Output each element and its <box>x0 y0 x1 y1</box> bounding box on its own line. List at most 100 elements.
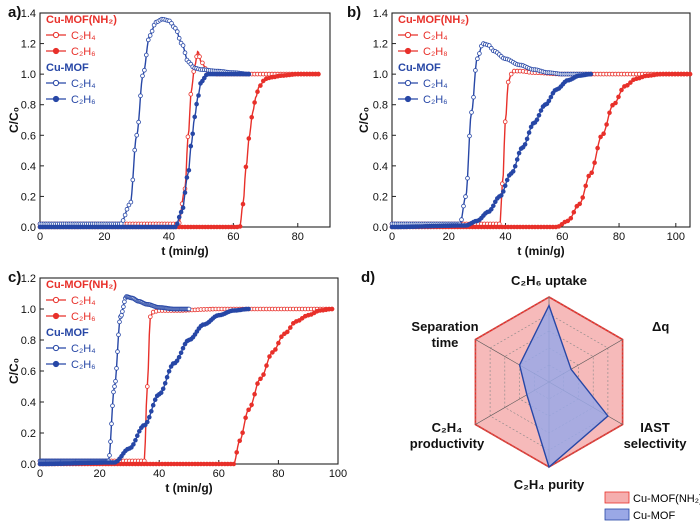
data-point <box>255 89 260 94</box>
data-point <box>559 222 565 227</box>
data-point <box>176 35 182 41</box>
data-point <box>625 83 630 88</box>
data-point <box>270 350 275 355</box>
series-Cu-MOF-C₂H₆ <box>389 71 593 230</box>
legend-marker <box>52 296 60 304</box>
radar-axis-label: IAST <box>640 420 670 435</box>
data-point <box>240 430 245 436</box>
legend-entry: Cu-MOF(NH₂) <box>633 493 700 505</box>
data-point <box>133 437 138 443</box>
data-point <box>149 28 155 34</box>
data-point <box>619 87 624 93</box>
data-point <box>276 340 281 346</box>
data-point <box>556 224 562 229</box>
data-point <box>122 212 128 218</box>
data-point <box>473 68 478 73</box>
y-tick-label: 0.4 <box>373 161 388 173</box>
data-point <box>249 402 254 408</box>
data-point <box>140 73 145 79</box>
legend-swatch <box>604 491 630 504</box>
legend-marker <box>52 344 60 352</box>
data-point <box>175 29 180 34</box>
data-point <box>147 414 152 420</box>
data-point <box>589 170 594 176</box>
data-point <box>186 168 192 173</box>
x-tick-label: 60 <box>213 468 225 480</box>
data-point <box>122 299 127 305</box>
y-tick-label: 0.4 <box>21 397 36 409</box>
data-point <box>607 110 612 116</box>
data-point <box>246 407 251 413</box>
y-axis-title: C/C₀ <box>7 358 21 384</box>
panel-label: b) <box>347 4 361 21</box>
data-point <box>130 177 136 183</box>
data-point <box>284 329 290 335</box>
y-tick-label: 1.0 <box>373 69 388 81</box>
data-point <box>469 110 474 115</box>
data-point <box>571 209 577 215</box>
data-point <box>516 150 522 156</box>
y-tick-label: 1.2 <box>21 39 36 51</box>
data-point <box>598 134 603 140</box>
data-point <box>616 94 621 100</box>
legend-entry: C₂H₆ <box>71 94 96 106</box>
radar-series-cu-mof <box>518 303 609 469</box>
data-point <box>111 389 116 395</box>
data-point <box>477 51 482 56</box>
data-point <box>524 136 530 142</box>
y-tick-label: 0.2 <box>21 428 36 440</box>
data-point <box>592 160 597 166</box>
legend-marker <box>52 79 60 87</box>
data-point <box>586 173 591 179</box>
legend-group-title: Cu-MOF <box>46 62 89 74</box>
data-point <box>613 100 618 106</box>
y-tick-label: 0.2 <box>373 191 388 203</box>
data-point <box>610 102 615 108</box>
y-tick-label: 0.6 <box>21 366 36 378</box>
data-point <box>258 83 263 88</box>
data-point <box>134 133 140 138</box>
data-point <box>169 20 174 26</box>
data-point <box>508 71 514 77</box>
data-point <box>188 143 194 149</box>
data-point <box>182 50 188 55</box>
data-point <box>234 450 240 455</box>
chart-panel-2: c) 0 20 40 60 80 100 0.0 0.2 0.4 0.6 0.8 1.0 1.2 t (mi… <box>7 269 347 495</box>
x-tick-label: 80 <box>272 468 284 480</box>
x-tick-label: 80 <box>613 231 625 243</box>
legend-group-title: Cu-MOF <box>398 62 441 74</box>
data-point <box>145 384 150 389</box>
data-point <box>246 71 252 77</box>
legend-swatch <box>604 508 630 521</box>
x-tick-label: 0 <box>37 231 43 243</box>
data-point <box>110 403 115 409</box>
data-point <box>166 368 172 374</box>
data-point <box>190 131 196 137</box>
data-point <box>173 25 178 31</box>
y-tick-label: 0.2 <box>21 191 36 203</box>
data-point <box>114 366 119 371</box>
y-tick-label: 0.0 <box>21 222 36 234</box>
data-point <box>505 79 511 85</box>
data-point <box>475 56 480 61</box>
legend-entry: C₂H₆ <box>71 46 96 58</box>
y-tick-label: 0.0 <box>21 459 36 471</box>
data-point <box>548 94 554 100</box>
data-point <box>237 224 243 229</box>
data-point <box>119 312 124 318</box>
y-tick-label: 1.4 <box>21 8 36 20</box>
data-point <box>180 205 186 211</box>
data-point <box>463 194 468 199</box>
data-point <box>528 124 534 130</box>
data-point <box>240 201 246 207</box>
data-point <box>249 115 255 120</box>
data-point <box>145 419 150 425</box>
data-point <box>465 176 470 181</box>
y-tick-label: 0.0 <box>373 222 388 234</box>
radar-axis-label: Separation <box>411 319 478 334</box>
data-point <box>109 421 114 427</box>
data-point <box>526 130 532 135</box>
data-point <box>246 306 251 312</box>
legend-marker <box>52 31 60 39</box>
data-point <box>196 93 201 98</box>
